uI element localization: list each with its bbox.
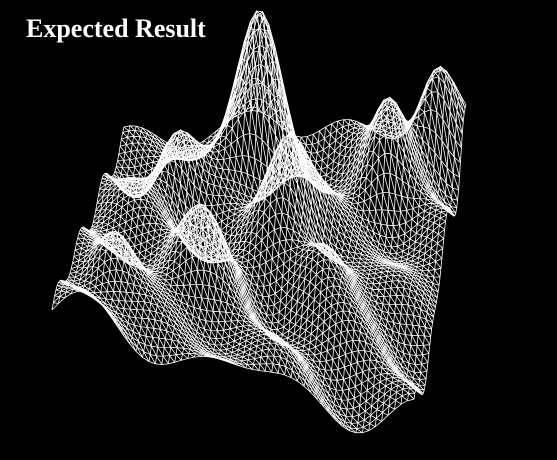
mesh-line	[282, 127, 439, 293]
mesh-line	[54, 295, 65, 299]
mesh-line	[258, 78, 435, 313]
mesh-line	[122, 66, 466, 154]
mesh-line	[94, 215, 266, 372]
mesh-line	[86, 229, 227, 362]
mesh-line	[398, 107, 457, 214]
mesh-line	[306, 136, 443, 259]
mesh-lines	[51, 10, 467, 434]
mesh-line	[85, 228, 221, 360]
mesh-line	[429, 67, 461, 163]
mesh-line	[245, 42, 433, 323]
mesh-line	[119, 131, 395, 410]
mesh-line	[447, 73, 464, 123]
mesh-line	[386, 120, 455, 217]
mesh-line	[69, 272, 143, 358]
result-caption: Expected Result	[26, 14, 206, 43]
mesh-line	[53, 302, 59, 304]
mesh-line	[459, 93, 466, 109]
mesh-line	[251, 60, 434, 318]
mesh-line	[148, 130, 418, 388]
mesh-line	[117, 27, 462, 178]
mesh-line	[422, 70, 460, 178]
mesh-line	[95, 209, 273, 373]
mesh-line	[276, 120, 438, 299]
mesh-line	[65, 280, 124, 335]
mesh-line	[109, 175, 344, 427]
mesh-line	[404, 97, 458, 209]
mesh-line	[288, 132, 440, 286]
mesh-line	[141, 127, 418, 388]
mesh-line	[87, 230, 234, 365]
mesh-line	[72, 262, 156, 364]
mesh-line	[410, 87, 458, 201]
mesh-line	[57, 283, 418, 410]
mesh-line	[453, 82, 465, 114]
mesh-line	[112, 167, 357, 434]
mesh-line	[362, 108, 451, 209]
mesh-line	[331, 103, 446, 222]
mesh-line	[98, 194, 286, 376]
mesh-line	[93, 221, 260, 371]
mesh-line	[71, 268, 150, 362]
mesh-line	[73, 256, 163, 365]
mesh-line	[89, 230, 240, 367]
mesh-line	[300, 136, 442, 269]
mesh-line	[416, 77, 459, 190]
mesh-line	[368, 113, 452, 211]
mesh-line	[77, 130, 149, 295]
mesh-line	[68, 276, 137, 352]
mesh-line	[160, 138, 420, 392]
mesh-line	[239, 29, 432, 330]
mesh-line	[294, 135, 441, 278]
mesh-line	[392, 116, 456, 216]
mesh-line	[374, 119, 453, 214]
mesh-line	[233, 16, 432, 337]
mesh-line	[319, 123, 444, 239]
mesh-line	[172, 124, 422, 395]
mesh-line	[55, 289, 72, 294]
mesh-line	[123, 126, 415, 400]
mesh-line	[91, 226, 253, 370]
mesh-line	[312, 134, 444, 249]
mesh-line	[74, 248, 169, 365]
mesh-line	[110, 173, 350, 431]
mesh-line	[215, 14, 429, 363]
mesh-line	[90, 229, 247, 369]
mesh-line	[435, 65, 462, 148]
mesh-line	[441, 69, 463, 134]
mesh-line	[56, 285, 79, 292]
mesh-line	[221, 10, 430, 354]
mesh-line	[118, 134, 389, 416]
mesh-line	[96, 136, 447, 254]
mesh-line	[122, 130, 408, 401]
mesh-line	[264, 94, 436, 308]
mesh-line	[190, 75, 425, 391]
mesh-line	[76, 241, 176, 363]
mesh-line	[115, 147, 376, 427]
mesh-line	[325, 111, 445, 230]
mesh-line	[380, 120, 454, 216]
mesh-line	[67, 279, 130, 344]
mesh-line	[77, 234, 182, 361]
